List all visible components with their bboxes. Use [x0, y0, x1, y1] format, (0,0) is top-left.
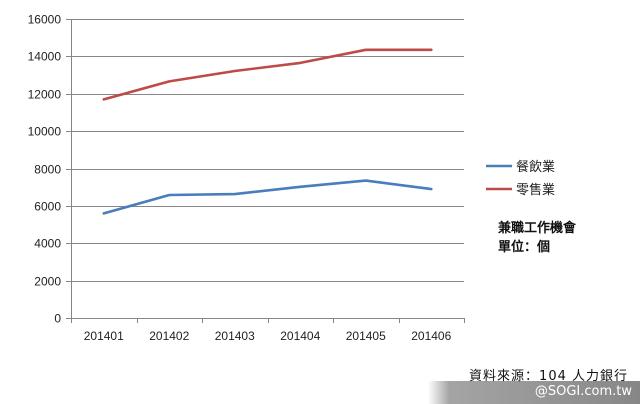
note-unit: 單位：個: [498, 240, 551, 255]
y-tick-label: 12000: [28, 88, 62, 102]
data-point: [168, 80, 171, 83]
data-point: [364, 179, 367, 182]
x-tick-label: 201403: [215, 329, 255, 343]
x-tick-label: 201406: [411, 329, 451, 343]
gridlines: [71, 19, 464, 282]
y-tick-label: 0: [54, 312, 61, 326]
series-lines: [102, 48, 433, 215]
series-line-1: [102, 48, 433, 101]
legend-label-0: 餐飲業: [516, 159, 555, 175]
source-credit: 資料來源：104 人力銀行: [469, 369, 628, 384]
data-point: [430, 49, 433, 51]
data-point: [299, 186, 302, 188]
y-tick-label: 14000: [28, 50, 62, 64]
data-point: [233, 70, 236, 72]
y-tick-label: 2000: [34, 275, 61, 289]
x-tick-label: 201401: [84, 329, 124, 343]
y-tick-label: 16000: [28, 13, 62, 27]
x-axis-ticks: 201401 201402 201403 201404 201405 201406: [71, 318, 465, 343]
watermark-text: @SOGI.com.tw: [534, 384, 632, 399]
note-title: 兼職工作機會: [498, 221, 577, 236]
y-axis-ticks: 0 2000 4000 6000 8000 10000 12000 14000 16000: [28, 13, 71, 326]
data-point: [299, 62, 302, 64]
x-tick-label: 201405: [346, 329, 386, 343]
series-line-0: [102, 179, 433, 215]
y-tick-label: 4000: [34, 237, 61, 251]
data-point: [233, 193, 236, 195]
data-point: [364, 49, 367, 51]
y-tick-label: 6000: [34, 200, 61, 214]
data-point: [102, 98, 105, 101]
x-tick-label: 201404: [280, 329, 320, 343]
x-tick-label: 201402: [149, 329, 189, 343]
legend-label-1: 零售業: [516, 182, 555, 198]
data-point: [430, 188, 433, 190]
watermark-band: [428, 381, 640, 404]
data-point: [102, 212, 105, 215]
y-tick-label: 10000: [28, 125, 62, 139]
data-point: [168, 194, 171, 196]
axes: [71, 19, 464, 319]
y-tick-label: 8000: [34, 163, 61, 177]
